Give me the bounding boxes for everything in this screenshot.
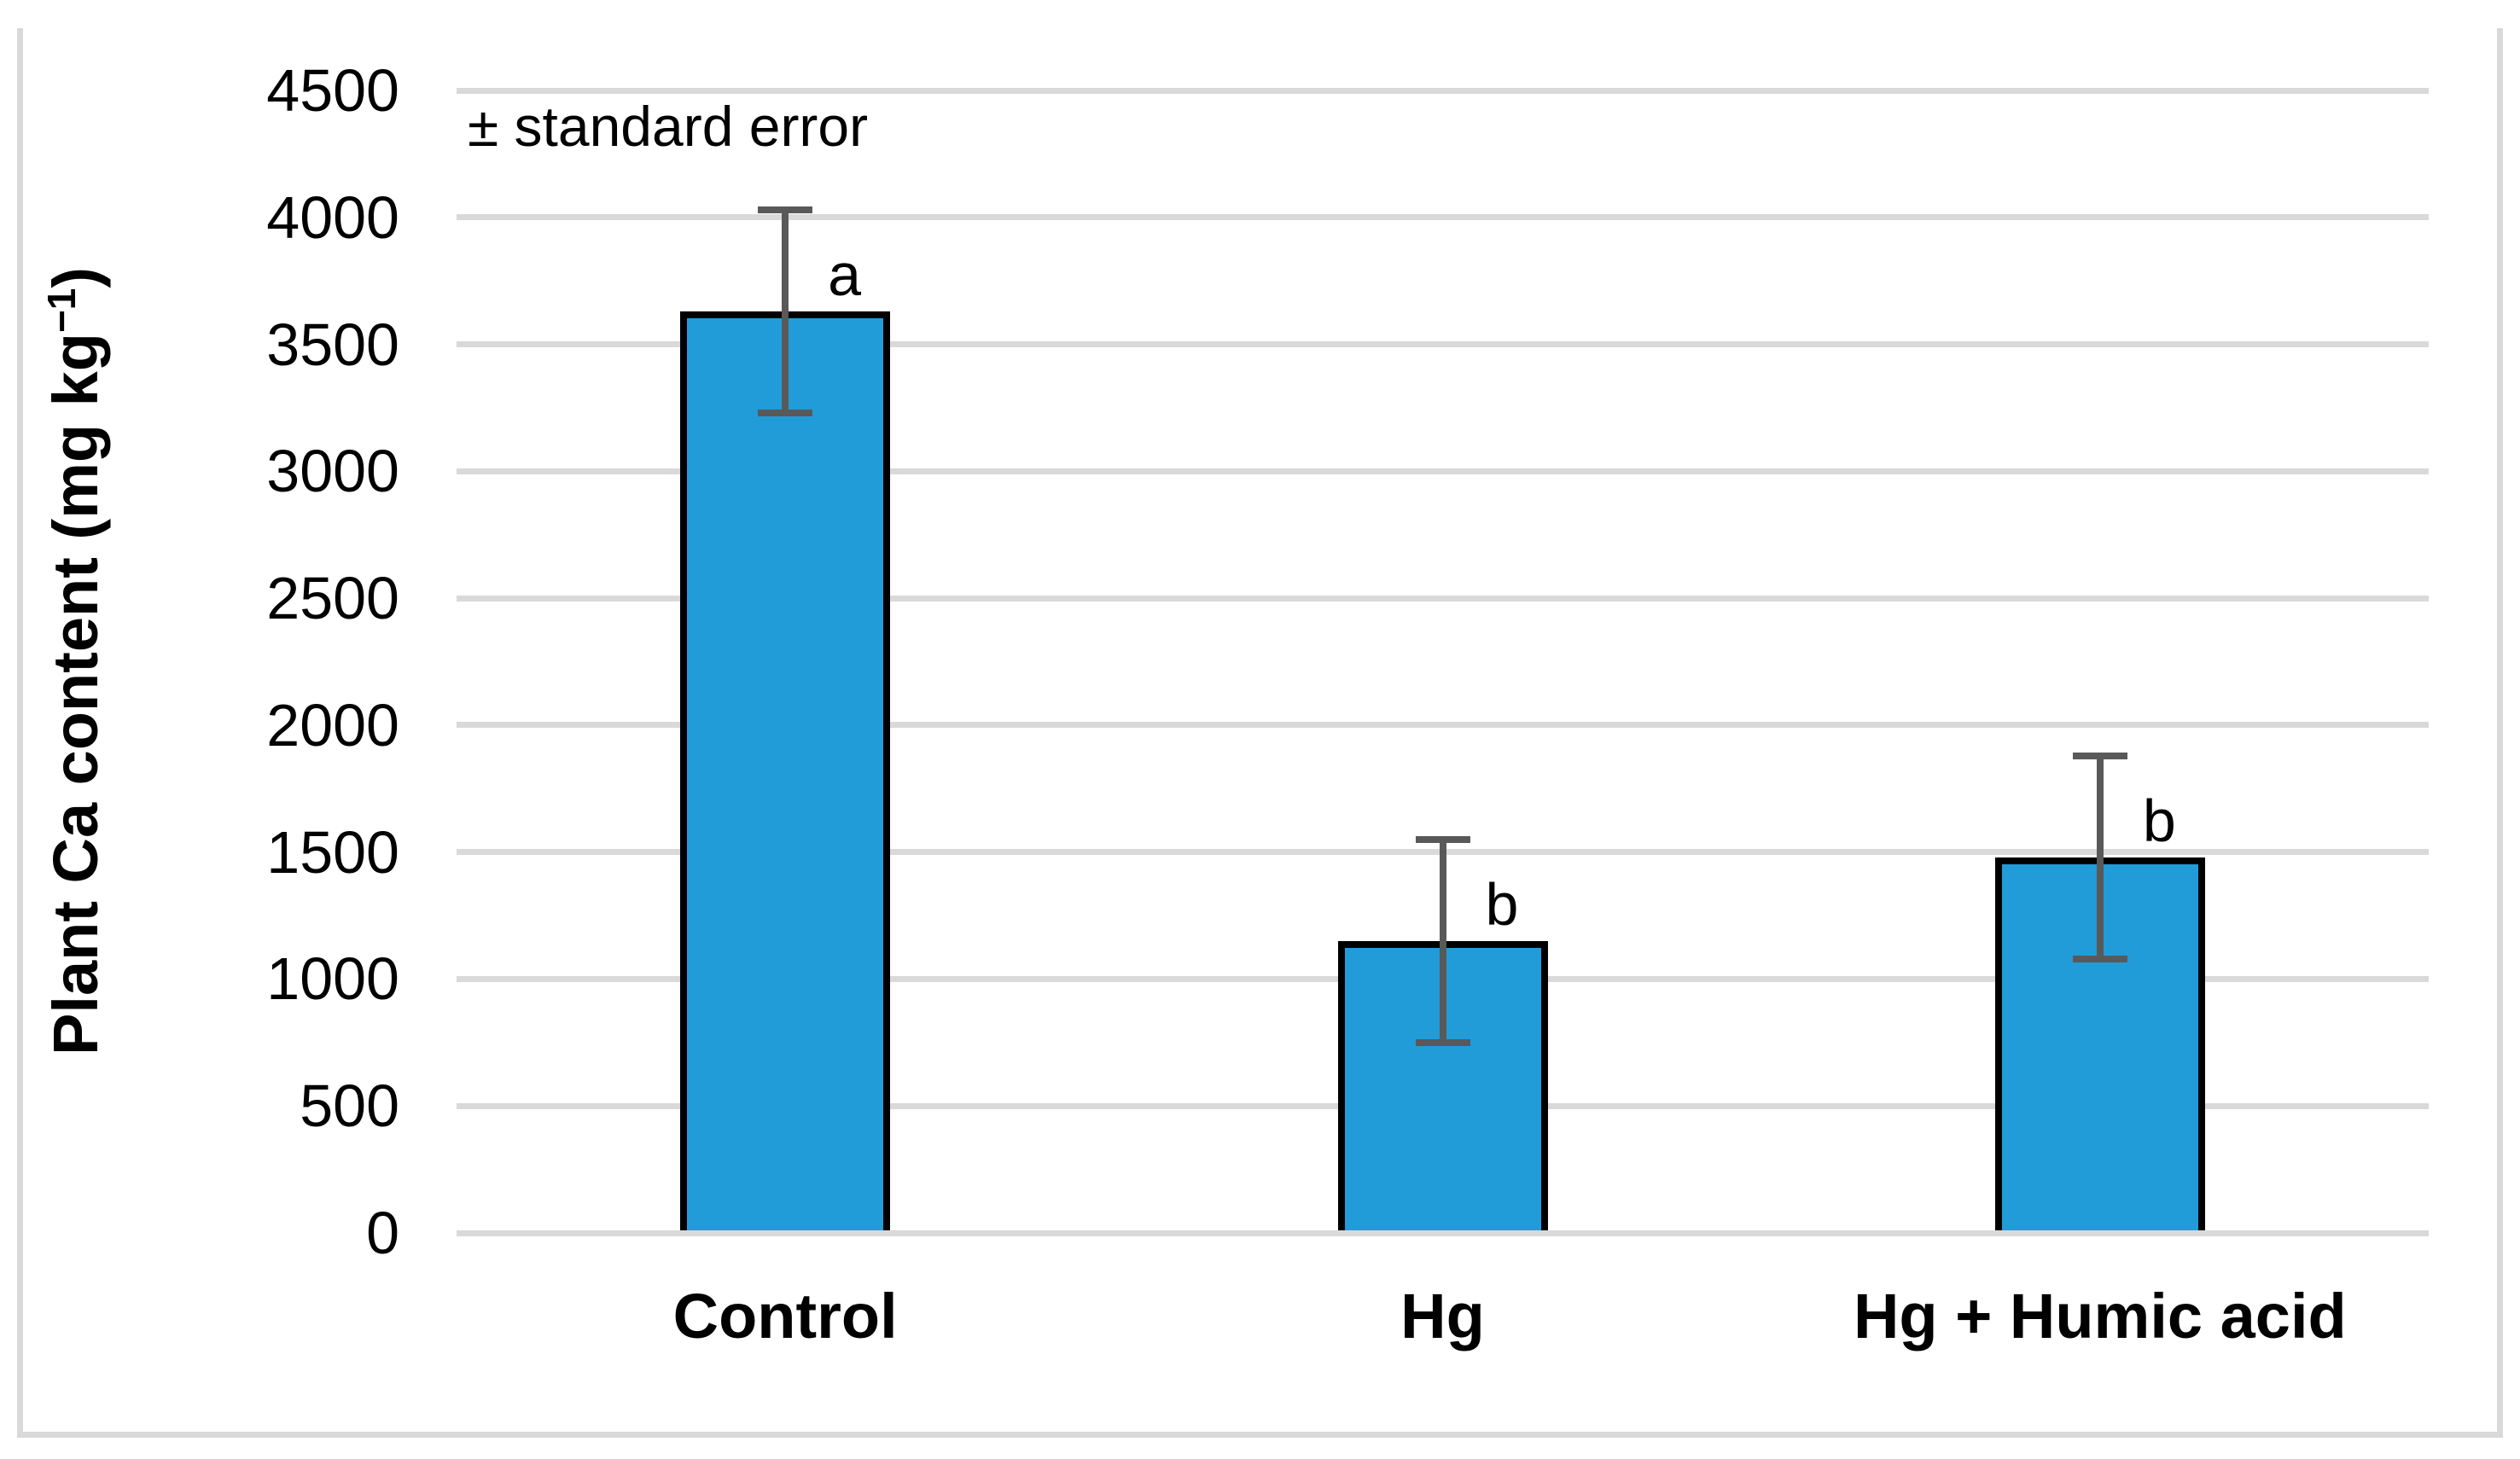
y-axis-title-close-paren: )	[39, 267, 111, 288]
chart-frame	[17, 28, 2503, 1438]
y-tick-label: 0	[366, 1200, 399, 1266]
x-category-label: Hg + Humic acid	[1853, 1281, 2347, 1351]
gridline-0	[457, 1229, 2429, 1236]
gridline-4000	[457, 214, 2429, 221]
y-tick-label: 3500	[266, 311, 399, 378]
y-tick-label: 4000	[266, 183, 399, 251]
error-bar-cap-bottom	[758, 409, 813, 416]
x-category-label: Control	[672, 1281, 898, 1351]
bar-hg-humic-acid	[1994, 857, 2205, 1236]
y-tick-label: 1000	[266, 945, 399, 1013]
significance-letter: b	[1485, 870, 1519, 938]
gridline-4500	[457, 87, 2429, 94]
gridline-3000	[457, 468, 2429, 474]
x-category-label: Hg	[1400, 1281, 1485, 1351]
error-bar-cap-bottom	[1415, 1038, 1470, 1046]
y-tick-label: 1500	[266, 818, 399, 886]
error-bar-cap-bottom	[2072, 955, 2127, 962]
error-bar	[2096, 755, 2104, 959]
gridline-2500	[457, 595, 2429, 602]
error-bar	[782, 209, 789, 413]
y-tick-label: 3000	[266, 438, 399, 505]
y-tick-label: 4500	[266, 57, 399, 124]
plot-area: a b b	[457, 87, 2429, 1236]
standard-error-annotation: ± standard error	[468, 95, 869, 158]
error-bar-cap-top	[2072, 752, 2127, 759]
error-bar-cap-top	[758, 206, 813, 213]
gridline-3500	[457, 341, 2429, 348]
significance-letter: a	[828, 241, 862, 308]
y-tick-label: 500	[300, 1072, 399, 1140]
error-bar	[1439, 839, 1446, 1043]
error-bar-cap-top	[1415, 835, 1470, 843]
y-tick-label: 2500	[266, 565, 399, 632]
y-axis-title: Plant Ca content (mg kg−1)	[38, 267, 112, 1055]
gridline-2000	[457, 722, 2429, 729]
significance-letter: b	[2142, 787, 2176, 854]
bar-control	[680, 311, 891, 1236]
y-tick-label: 2000	[266, 691, 399, 759]
